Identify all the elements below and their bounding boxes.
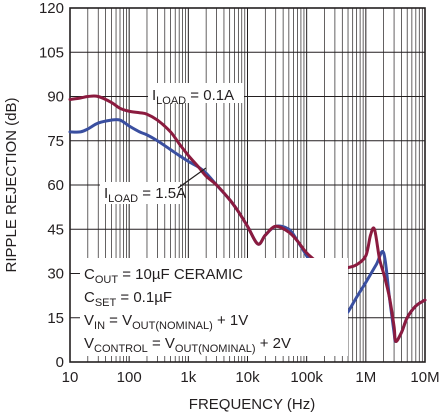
- y-tick-label: 75: [47, 133, 64, 150]
- annot-cout-sub: OUT: [95, 274, 119, 286]
- svg-text:ILOAD = 0.1A: ILOAD = 0.1A: [152, 87, 234, 107]
- x-axis-title: FREQUENCY (Hz): [189, 396, 315, 413]
- svg-text:CSET = 0.1µF: CSET = 0.1µF: [84, 289, 172, 309]
- series-line-load-0.1a: [68, 94, 427, 343]
- annot-vcontrol-sub2: OUT(NOMINAL): [175, 343, 256, 355]
- conditions-annotation: COUT = 10µF CERAMIC CSET = 0.1µF VIN = V…: [80, 258, 348, 356]
- annot-cset-sub: SET: [95, 297, 117, 309]
- y-tick-label: 60: [47, 177, 64, 194]
- annot-vcontrol-main: V: [84, 335, 94, 352]
- series-label-main: I: [152, 87, 156, 104]
- series-label-value: = 0.1A: [186, 87, 234, 104]
- x-tick-labels: 10 100 1k 10k 100k 1M 10M: [62, 369, 440, 386]
- series-label-sub: LOAD: [156, 95, 186, 107]
- annot-vcontrol-rest: + 2V: [256, 335, 291, 352]
- annot-cset-main: C: [84, 289, 95, 306]
- y-tick-label: 90: [47, 89, 64, 106]
- annot-vcontrol-mid: = V: [148, 335, 175, 352]
- series-label-leader: [177, 167, 207, 189]
- series-label-value: = 1.5A: [138, 185, 186, 202]
- y-axis-title: RIPPLE REJECTION (dB): [3, 97, 20, 272]
- svg-text:VCONTROL = VOUT(NOMINAL) + 2V: VCONTROL = VOUT(NOMINAL) + 2V: [84, 335, 291, 355]
- annot-cout-main: C: [84, 266, 95, 283]
- annot-vin-mid: = V: [105, 312, 132, 329]
- svg-text:COUT = 10µF CERAMIC: COUT = 10µF CERAMIC: [84, 266, 243, 286]
- series-label-main: I: [104, 185, 108, 202]
- series-label-load-0.1a: ILOAD = 0.1A: [148, 83, 244, 107]
- annot-vin-main: V: [84, 312, 94, 329]
- annot-vin-sub2: OUT(NOMINAL): [132, 320, 213, 332]
- svg-text:ILOAD = 1.5A: ILOAD = 1.5A: [104, 185, 186, 205]
- y-tick-label: 15: [47, 310, 64, 327]
- y-tick-label: 45: [47, 221, 64, 238]
- x-tick-label: 100k: [290, 369, 323, 386]
- y-tick-label: 0: [56, 354, 64, 371]
- y-tick-label: 105: [39, 44, 64, 61]
- plot-frame: [69, 7, 426, 363]
- series-label-sub: LOAD: [108, 193, 138, 205]
- y-tick-label: 120: [39, 0, 64, 17]
- svg-text:VIN = VOUT(NOMINAL) + 1V: VIN = VOUT(NOMINAL) + 1V: [84, 312, 248, 332]
- annot-vin-sub: IN: [94, 320, 105, 332]
- series-label-load-1.5a: ILOAD = 1.5A: [100, 167, 207, 205]
- annot-vin-rest: + 1V: [213, 312, 248, 329]
- y-tick-label: 30: [47, 266, 64, 283]
- data-series-group: [68, 94, 427, 343]
- x-tick-label: 10M: [410, 369, 439, 386]
- x-tick-label: 10: [62, 369, 79, 386]
- x-tick-label: 1M: [355, 369, 376, 386]
- x-tick-label: 100: [117, 369, 142, 386]
- annot-cout-rest: = 10µF CERAMIC: [118, 266, 243, 283]
- x-tick-label: 1k: [180, 369, 196, 386]
- x-tick-label: 10k: [235, 369, 260, 386]
- annot-cset-rest: = 0.1µF: [116, 289, 172, 306]
- y-tick-labels: 0 15 30 45 60 75 90 105 120: [39, 0, 64, 371]
- annot-vcontrol-sub: CONTROL: [94, 343, 148, 355]
